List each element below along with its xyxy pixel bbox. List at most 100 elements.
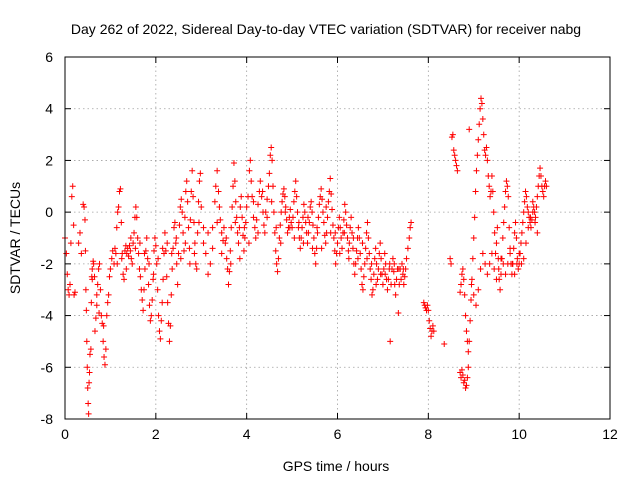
- data-point: [511, 229, 518, 236]
- data-point: [366, 250, 373, 257]
- data-point: [372, 245, 379, 252]
- data-point: [465, 348, 472, 355]
- data-point: [195, 219, 202, 226]
- data-point: [67, 240, 74, 247]
- data-point: [63, 250, 70, 257]
- data-point: [84, 364, 91, 371]
- y-tick-label: 2: [45, 152, 53, 168]
- data-point: [324, 214, 331, 221]
- data-point: [486, 260, 493, 267]
- data-point: [359, 281, 366, 288]
- data-point: [426, 317, 433, 324]
- data-point: [247, 157, 254, 164]
- data-point: [151, 247, 158, 254]
- data-point: [476, 121, 483, 128]
- data-point: [137, 273, 144, 280]
- data-point: [163, 273, 170, 280]
- data-point: [328, 191, 335, 198]
- data-point: [401, 273, 408, 280]
- data-point: [319, 209, 326, 216]
- data-point: [200, 240, 207, 247]
- data-point: [452, 157, 459, 164]
- data-point: [537, 172, 544, 179]
- data-point: [269, 157, 276, 164]
- data-point: [491, 229, 498, 236]
- data-point: [395, 309, 402, 316]
- data-point: [280, 185, 287, 192]
- data-point: [220, 224, 227, 231]
- data-point: [143, 235, 150, 241]
- data-point: [349, 245, 356, 252]
- data-point: [87, 346, 94, 353]
- data-point: [502, 188, 509, 195]
- data-point: [353, 247, 360, 254]
- data-point: [106, 273, 113, 280]
- data-point: [217, 216, 224, 223]
- data-point: [309, 209, 316, 216]
- data-point: [308, 198, 315, 205]
- data-point: [350, 235, 357, 241]
- data-point: [86, 379, 93, 386]
- data-point: [166, 338, 173, 345]
- data-point: [332, 229, 339, 236]
- data-point: [468, 281, 475, 288]
- data-point: [135, 250, 142, 257]
- data-point: [384, 286, 391, 293]
- data-point: [449, 131, 456, 138]
- data-point: [162, 247, 169, 254]
- data-point: [108, 255, 115, 262]
- data-point: [488, 250, 495, 257]
- data-point: [200, 224, 207, 231]
- data-point: [128, 255, 135, 262]
- data-point: [160, 276, 167, 283]
- data-point: [454, 167, 461, 174]
- data-point: [306, 219, 313, 226]
- data-point: [468, 276, 475, 283]
- data-point: [266, 170, 273, 177]
- data-point: [151, 235, 158, 241]
- data-point: [356, 235, 363, 241]
- data-point: [542, 178, 549, 185]
- data-point: [330, 235, 337, 241]
- data-point: [86, 369, 93, 376]
- data-point: [101, 353, 108, 360]
- data-point: [404, 245, 411, 252]
- x-tick-label: 2: [152, 426, 160, 442]
- data-point: [340, 216, 347, 223]
- data-point: [459, 372, 466, 379]
- data-point: [470, 291, 477, 298]
- data-point: [461, 291, 468, 298]
- data-point: [186, 260, 193, 267]
- data-point: [516, 250, 523, 257]
- data-point: [274, 268, 281, 275]
- data-point: [146, 260, 153, 267]
- data-point: [459, 266, 466, 273]
- data-point: [259, 188, 266, 195]
- data-point: [174, 281, 181, 288]
- data-point: [90, 260, 97, 267]
- data-point: [155, 312, 162, 319]
- data-point: [522, 240, 529, 247]
- data-point: [400, 266, 407, 273]
- data-point: [408, 219, 415, 226]
- data-point: [490, 209, 497, 216]
- data-point: [190, 193, 197, 200]
- data-point: [101, 361, 108, 368]
- data-point: [477, 266, 484, 273]
- data-point: [519, 219, 526, 226]
- data-point: [81, 216, 88, 223]
- data-point: [480, 131, 487, 138]
- data-point: [472, 188, 479, 195]
- data-point: [359, 286, 366, 293]
- data-point: [362, 245, 369, 252]
- data-point: [158, 317, 165, 324]
- data-point: [500, 219, 507, 226]
- data-point: [351, 271, 358, 278]
- data-point: [293, 193, 300, 200]
- data-point: [385, 276, 392, 283]
- data-point: [88, 299, 95, 306]
- data-point: [275, 255, 282, 262]
- data-point: [523, 193, 530, 200]
- data-point: [488, 172, 495, 179]
